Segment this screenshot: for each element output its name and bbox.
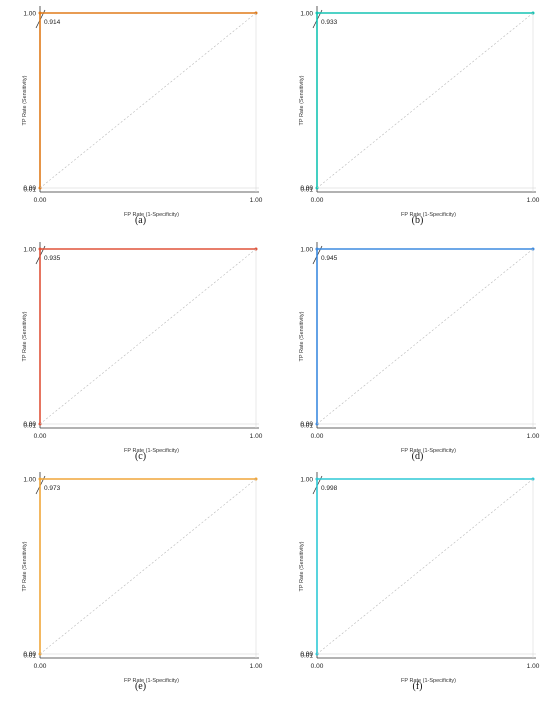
caption-d: (d) (411, 451, 424, 462)
y-tick-label: 1.00 (300, 11, 313, 18)
y-tick-label: 1.00 (23, 477, 36, 484)
x-axis-title: FP Rate (1-Specificity) (124, 212, 179, 218)
y-tick-label: 0.01 (300, 187, 313, 194)
y-tick-label: 0.01 (23, 653, 36, 660)
y-tick-label: 1.00 (23, 11, 36, 18)
y-tick-label: 1.00 (23, 247, 36, 254)
roc-panel-d: 1.00 0.00 0.01 0.00 1.00 FP Rate (1-Specifici… (285, 240, 550, 470)
y-axis-title: TP Rate (Sensitivity) (22, 75, 28, 125)
x-tick-label: 0.00 (311, 663, 324, 670)
x-tick-label: 0.00 (34, 197, 47, 204)
y-tick-label: 0.01 (300, 653, 313, 660)
x-tick-label: 1.00 (250, 663, 263, 670)
x-axis-title: FP Rate (1-Specificity) (401, 678, 456, 684)
auc-label: 0.973 (44, 485, 61, 492)
caption-c: (c) (134, 451, 147, 462)
y-tick-label: 1.00 (300, 477, 313, 484)
y-tick-label: 0.00 (23, 185, 36, 192)
x-tick-label: 0.00 (34, 663, 47, 670)
x-tick-label: 1.00 (527, 663, 540, 670)
diagonal-reference-line (39, 248, 257, 425)
roc-point (315, 247, 319, 251)
y-axis-title: TP Rate (Sensitivity) (22, 311, 28, 361)
roc-point (315, 477, 319, 481)
roc-panel-e: 1.00 0.00 0.01 0.00 1.00 FP Rate (1-Specifici… (8, 470, 273, 700)
x-tick-label: 0.00 (311, 433, 324, 440)
diagonal-reference-line (39, 12, 257, 189)
x-tick-label: 1.00 (250, 433, 263, 440)
roc-panel-b: 1.00 0.00 0.01 0.00 1.00 FP Rate (1-Specifici… (285, 4, 550, 234)
y-tick-label: 0.00 (300, 185, 313, 192)
x-tick-label: 0.00 (34, 433, 47, 440)
x-axis-title: FP Rate (1-Specificity) (401, 448, 456, 454)
diagonal-reference-line (316, 478, 534, 655)
y-axis-title: TP Rate (Sensitivity) (299, 75, 305, 125)
y-tick-label: 0.00 (300, 651, 313, 658)
x-tick-label: 1.00 (527, 197, 540, 204)
caption-f: (f) (412, 681, 423, 692)
y-tick-label: 0.00 (23, 421, 36, 428)
y-tick-label: 1.00 (300, 247, 313, 254)
y-tick-label: 0.01 (300, 423, 313, 430)
x-axis-title: FP Rate (1-Specificity) (124, 448, 179, 454)
auc-label: 0.933 (321, 19, 338, 26)
diagonal-reference-line (39, 478, 257, 655)
caption-b: (b) (411, 215, 424, 226)
roc-panel-a: 1.00 0.00 0.01 0.00 1.00 FP Rate (1-Specifici… (8, 4, 273, 234)
y-tick-label: 0.01 (23, 187, 36, 194)
diagonal-reference-line (316, 12, 534, 189)
roc-point (38, 247, 42, 251)
x-tick-label: 1.00 (250, 197, 263, 204)
auc-label: 0.935 (44, 255, 61, 262)
x-axis-title: FP Rate (1-Specificity) (401, 212, 456, 218)
auc-label: 0.998 (321, 485, 338, 492)
roc-panel-c: 1.00 0.00 0.01 0.00 1.00 FP Rate (1-Specifici… (8, 240, 273, 470)
roc-point (38, 11, 42, 15)
y-axis-title: TP Rate (Sensitivity) (22, 541, 28, 591)
y-axis-title: TP Rate (Sensitivity) (299, 541, 305, 591)
auc-label: 0.945 (321, 255, 338, 262)
auc-label: 0.914 (44, 19, 61, 26)
caption-e: (e) (134, 681, 147, 692)
x-tick-label: 0.00 (311, 197, 324, 204)
caption-a: (a) (134, 215, 147, 226)
y-tick-label: 0.00 (23, 651, 36, 658)
y-tick-label: 0.01 (23, 423, 36, 430)
y-axis-title: TP Rate (Sensitivity) (299, 311, 305, 361)
x-axis-title: FP Rate (1-Specificity) (124, 678, 179, 684)
x-tick-label: 1.00 (527, 433, 540, 440)
y-tick-label: 0.00 (300, 421, 313, 428)
roc-panel-f: 1.00 0.00 0.01 0.00 1.00 FP Rate (1-Specifici… (285, 470, 550, 700)
roc-point (38, 477, 42, 481)
roc-point (315, 11, 319, 15)
diagonal-reference-line (316, 248, 534, 425)
